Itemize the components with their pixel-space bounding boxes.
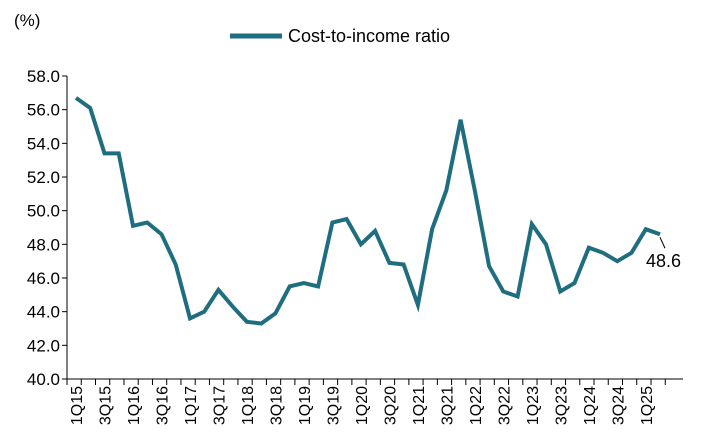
y-tick-label: 50.0 <box>27 202 60 221</box>
y-unit-label: (%) <box>14 11 40 30</box>
x-tick-label: 1Q18 <box>240 386 257 425</box>
x-tick-label: 1Q17 <box>183 386 200 425</box>
x-tick-label: 1Q16 <box>126 386 143 425</box>
x-tick-label: 3Q18 <box>268 386 285 425</box>
end-annotation: 48.6 <box>646 237 681 271</box>
y-tick-label: 42.0 <box>27 336 60 355</box>
x-tick-label: 3Q23 <box>553 386 570 425</box>
x-tick-label: 1Q25 <box>639 386 656 425</box>
x-tick-label: 1Q19 <box>297 386 314 425</box>
y-tick-label: 46.0 <box>27 269 60 288</box>
y-tick-label: 58.0 <box>27 67 60 86</box>
y-tick-label: 52.0 <box>27 168 60 187</box>
x-tick-label: 3Q20 <box>382 386 399 425</box>
x-tick-label: 1Q21 <box>411 386 428 425</box>
y-axis: 40.0 42.0 44.0 46.0 48.0 50.0 52.0 54.0 56.0 58.0 <box>27 67 68 389</box>
end-label-leader <box>659 237 666 249</box>
x-tick-label: 3Q19 <box>325 386 342 425</box>
series-group <box>74 96 661 326</box>
y-tick-label: 44.0 <box>27 303 60 322</box>
x-tick-label: 3Q16 <box>154 386 171 425</box>
legend: Cost-to-income ratio <box>230 26 450 46</box>
y-tick-label: 56.0 <box>27 101 60 120</box>
series-line-cost-to-income <box>74 96 661 326</box>
x-tick-label: 1Q23 <box>525 386 542 425</box>
x-tick-label: 3Q24 <box>610 386 627 425</box>
x-tick-label: 3Q15 <box>97 386 114 425</box>
x-tick-label: 3Q17 <box>211 386 228 425</box>
y-tick-label: 48.0 <box>27 235 60 254</box>
y-tick-label: 40.0 <box>27 370 60 389</box>
y-tick-label: 54.0 <box>27 134 60 153</box>
end-value-label: 48.6 <box>646 251 681 271</box>
x-tick-label: 1Q24 <box>582 386 599 425</box>
x-tick-label: 1Q22 <box>468 386 485 425</box>
x-tick-label: 1Q20 <box>354 386 371 425</box>
x-axis: 1Q15 3Q15 1Q16 3Q16 1Q17 3Q17 1Q18 3Q18 1Q19 3Q19… <box>66 378 683 425</box>
x-tick-label: 3Q22 <box>496 386 513 425</box>
x-tick-label: 1Q15 <box>69 386 86 425</box>
x-tick-label: 3Q21 <box>439 386 456 425</box>
legend-label: Cost-to-income ratio <box>288 26 450 46</box>
